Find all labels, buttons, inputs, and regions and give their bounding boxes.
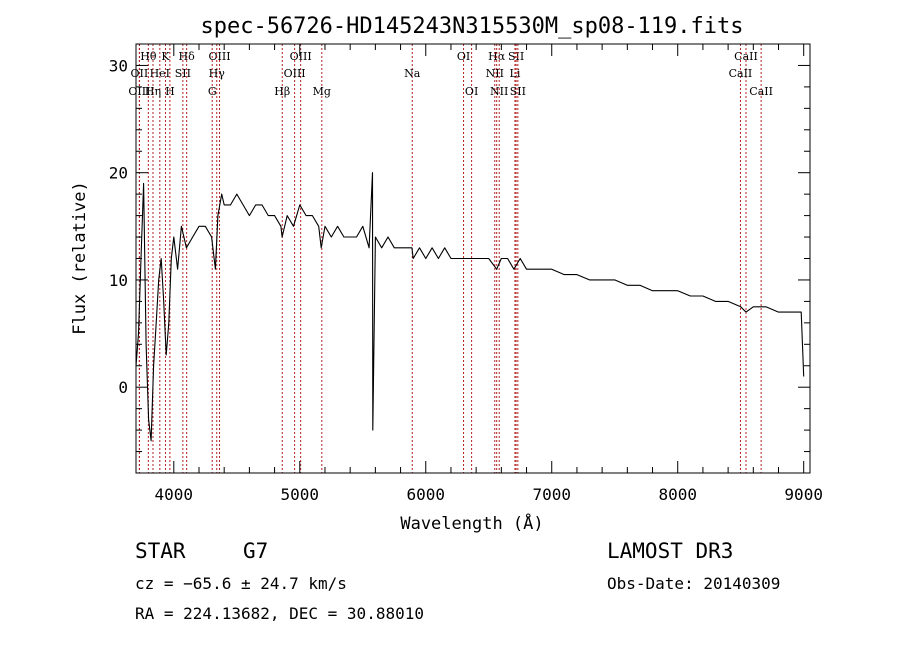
x-axis: 4000 5000 6000 7000 8000 9000 (155, 44, 823, 504)
line-label-10: Hγ (209, 67, 226, 80)
line-label-9: OIII (208, 50, 230, 63)
redshift-velocity: cz = −65.6 ± 24.7 km/s (135, 574, 347, 593)
line-label-26: CaII (729, 67, 753, 80)
y-tick-label-3: 30 (109, 56, 128, 75)
line-label-21: NII (490, 85, 508, 98)
line-label-4: HeI (150, 67, 170, 80)
object-class: STAR (135, 539, 186, 563)
spectrum-chart: spec-56726-HD145243N315530M_sp08-119.fit… (70, 14, 823, 534)
y-axis-label: Flux (relative) (70, 181, 90, 335)
x-axis-label: Wavelength (Å) (400, 512, 543, 534)
line-label-11: G (208, 85, 217, 98)
line-label-13: OIII (284, 67, 306, 80)
y-tick-label-0: 0 (118, 378, 128, 397)
line-label-5: Hη (145, 85, 161, 98)
x-tick-label-5: 9000 (784, 485, 823, 504)
y-tick-label-1: 10 (109, 271, 128, 290)
x-tick-label-0: 4000 (155, 485, 194, 504)
y-tick-label-2: 20 (109, 164, 128, 183)
line-label-18: OI (465, 85, 478, 98)
line-label-2: OIII (128, 85, 150, 98)
line-label-23: Li (510, 67, 521, 80)
line-label-0: Hθ (140, 50, 157, 63)
object-subclass: G7 (243, 539, 269, 563)
chart-title: spec-56726-HD145243N315530M_sp08-119.fit… (200, 14, 743, 39)
series-flux (135, 172, 805, 442)
x-tick-label-2: 6000 (406, 485, 445, 504)
line-label-19: Hα (488, 50, 506, 63)
line-label-24: SII (510, 85, 526, 98)
y-axis: 0 10 20 30 (109, 43, 810, 453)
spectrum-series (135, 172, 805, 442)
survey-name: LAMOST DR3 (607, 539, 734, 563)
line-label-25: CaII (734, 50, 758, 63)
observation-date: Obs-Date: 20140309 (607, 574, 781, 593)
x-tick-label-3: 7000 (532, 485, 571, 504)
line-label-7: SII (175, 67, 191, 80)
coordinates: RA = 224.13682, DEC = 30.88010 (135, 604, 424, 623)
line-label-6: H (165, 85, 175, 98)
x-tick-label-4: 8000 (658, 485, 697, 504)
line-label-14: Hβ (274, 85, 290, 98)
line-label-8: Hδ (179, 50, 196, 63)
line-label-17: OI (457, 50, 470, 63)
line-label-3: K (161, 50, 170, 63)
line-label-16: Na (404, 67, 421, 80)
line-label-15: Mg (313, 85, 331, 98)
x-tick-label-1: 5000 (281, 485, 320, 504)
line-label-22: SII (508, 50, 524, 63)
line-label-27: CaII (749, 85, 773, 98)
line-label-20: NII (486, 67, 504, 80)
line-label-12: OIII (290, 50, 312, 63)
